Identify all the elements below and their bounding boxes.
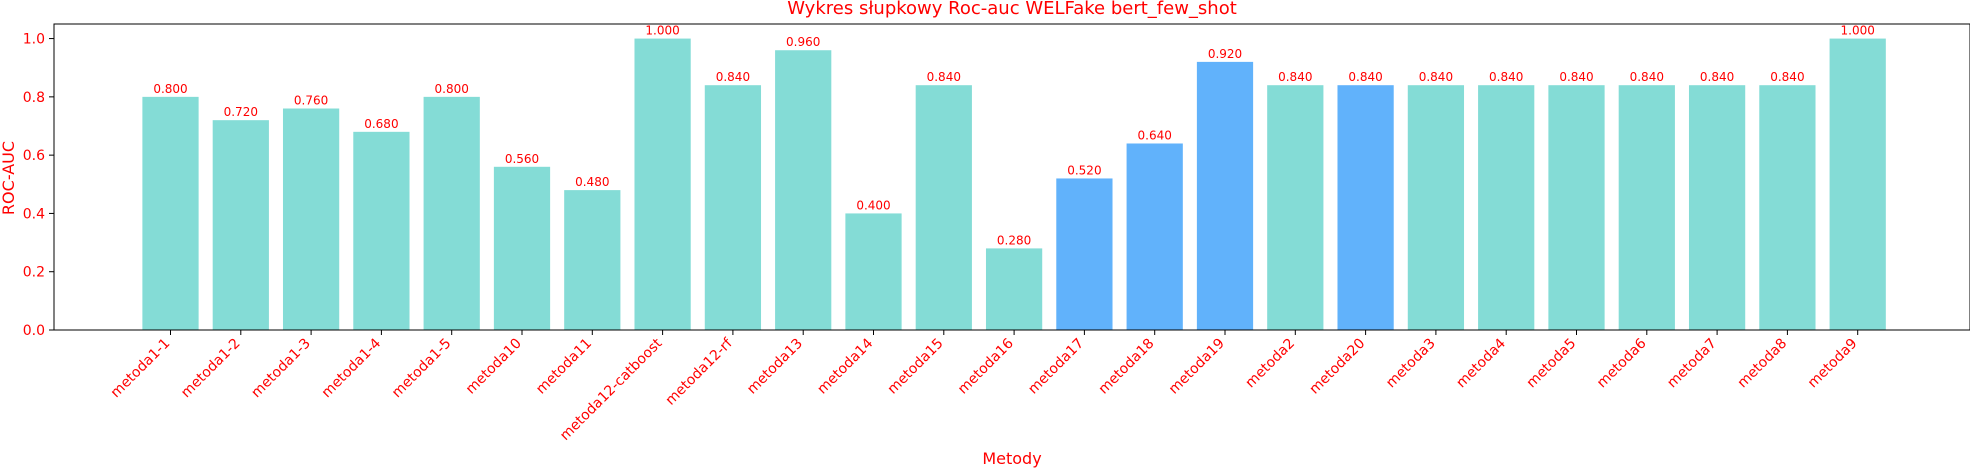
y-tick-label: 0.4 (23, 206, 45, 222)
x-tick-label-metoda10: metoda10 (463, 336, 525, 398)
bar-metoda2 (1267, 85, 1324, 330)
x-tick-label-metoda3: metoda3 (1383, 336, 1439, 392)
value-label-metoda20: 0.840 (1348, 70, 1382, 84)
value-label-metoda12-catboost: 1.000 (645, 24, 679, 38)
bar-metoda1-3 (282, 108, 340, 330)
bar-metoda3 (1407, 85, 1465, 330)
x-tick-label-metoda14: metoda14 (814, 335, 876, 397)
value-label-metoda7: 0.840 (1700, 70, 1734, 84)
x-tick-label-metoda1-1: metoda1-1 (108, 336, 174, 402)
value-label-metoda18: 0.640 (1138, 128, 1172, 142)
chart-title: Wykres słupkowy Roc-auc WELFake bert_few… (787, 0, 1237, 19)
value-label-metoda1-4: 0.680 (364, 117, 398, 131)
x-tick-label-metoda1-4: metoda1-4 (319, 335, 385, 401)
plot-area: 0.800 metoda1-1 0.720 metoda1-2 0.760 metoda1… (23, 23, 1970, 444)
bar-metoda20 (1337, 85, 1394, 330)
value-label-metoda1-3: 0.760 (294, 94, 328, 108)
x-tick-label-metoda11: metoda11 (533, 336, 595, 398)
value-label-metoda4: 0.840 (1489, 70, 1523, 84)
x-tick-label-metoda4: metoda4 (1453, 335, 1509, 391)
value-label-metoda3: 0.840 (1419, 70, 1453, 84)
x-tick-label-metoda8: metoda8 (1735, 336, 1791, 392)
bar-metoda18 (1126, 143, 1183, 330)
value-label-metoda15: 0.840 (927, 70, 961, 84)
x-tick-label-metoda7: metoda7 (1664, 336, 1720, 392)
bar-metoda12-rf (704, 85, 762, 330)
value-label-metoda10: 0.560 (505, 152, 539, 166)
x-tick-label-metoda20: metoda20 (1306, 336, 1368, 398)
bar-metoda13 (775, 50, 832, 330)
x-tick-label-metoda9: metoda9 (1805, 336, 1861, 392)
bar-metoda11 (564, 190, 621, 330)
value-label-metoda17: 0.520 (1067, 163, 1101, 177)
y-tick-label: 0.8 (23, 90, 45, 106)
bar-metoda1-4 (353, 131, 410, 330)
bar-metoda9 (1829, 38, 1886, 330)
value-label-metoda1-1: 0.800 (153, 82, 187, 96)
y-tick-label: 0.0 (23, 323, 45, 339)
plot-frame (53, 23, 1970, 331)
value-label-metoda1-2: 0.720 (224, 105, 258, 119)
x-tick-label-metoda19: metoda19 (1166, 336, 1228, 398)
value-label-metoda2: 0.840 (1278, 70, 1312, 84)
x-tick-label-metoda15: metoda15 (885, 336, 947, 398)
bar-metoda16 (985, 248, 1043, 330)
bar-metoda4 (1478, 85, 1535, 330)
bar-metoda12-catboost (634, 38, 691, 330)
x-tick-label-metoda1-5: metoda1-5 (389, 336, 455, 402)
x-tick-label-metoda1-2: metoda1-2 (178, 336, 244, 402)
x-tick-label-metoda18: metoda18 (1096, 336, 1158, 398)
value-label-metoda16: 0.280 (997, 233, 1031, 247)
bar-metoda15 (915, 85, 972, 330)
y-tick-label: 1.0 (23, 32, 45, 48)
bar-metoda7 (1688, 85, 1746, 330)
value-label-metoda6: 0.840 (1630, 70, 1664, 84)
bar-metoda1-2 (212, 120, 269, 331)
y-tick-label: 0.2 (23, 265, 45, 281)
value-label-metoda19: 0.920 (1208, 47, 1242, 61)
y-axis-label: ROC-AUC (0, 141, 18, 215)
x-tick-label-metoda17: metoda17 (1025, 336, 1087, 398)
bar-metoda17 (1056, 178, 1113, 330)
bar-metoda8 (1759, 85, 1816, 330)
value-label-metoda5: 0.840 (1559, 70, 1593, 84)
bar-metoda5 (1548, 85, 1605, 330)
value-label-metoda14: 0.400 (856, 198, 890, 212)
x-axis-label: Metody (982, 449, 1041, 468)
x-tick-label-metoda16: metoda16 (955, 335, 1017, 397)
x-tick-label-metoda5: metoda5 (1524, 336, 1580, 392)
value-label-metoda12-rf: 0.840 (716, 70, 750, 84)
bar-metoda1-1 (142, 96, 199, 330)
x-tick-label-metoda6: metoda6 (1594, 335, 1650, 391)
x-tick-label-metoda1-3: metoda1-3 (248, 336, 314, 402)
bar-metoda6 (1618, 85, 1675, 330)
value-label-metoda1-5: 0.800 (435, 82, 469, 96)
bar-metoda10 (493, 166, 551, 330)
bar-metoda1-5 (423, 96, 480, 330)
value-label-metoda13: 0.960 (786, 35, 820, 49)
bar-metoda19 (1196, 61, 1254, 331)
x-tick-label-metoda13: metoda13 (744, 336, 806, 398)
y-tick-label: 0.6 (23, 148, 45, 164)
x-tick-label-metoda2: metoda2 (1242, 336, 1298, 392)
bar-metoda14 (845, 213, 902, 330)
value-label-metoda9: 1.000 (1841, 24, 1875, 38)
value-label-metoda8: 0.840 (1770, 70, 1804, 84)
x-tick-label-metoda12-rf: metoda12-rf (663, 335, 737, 409)
value-label-metoda11: 0.480 (575, 175, 609, 189)
